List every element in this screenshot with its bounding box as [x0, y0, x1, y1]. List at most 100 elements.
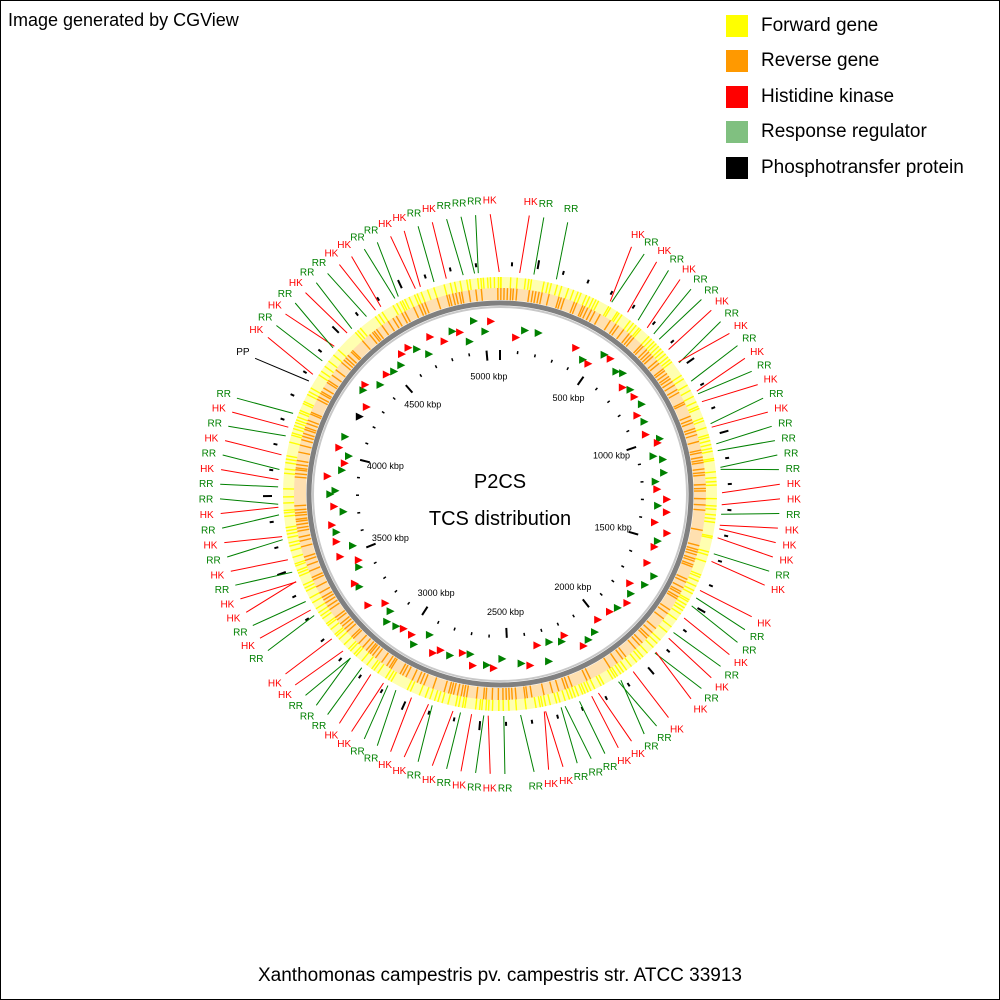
reverse-gene: [657, 606, 669, 615]
reverse-gene: [432, 677, 438, 689]
feature-label: HK: [337, 739, 351, 750]
reverse-gene: [446, 294, 451, 307]
reverse-gene: [295, 519, 308, 523]
tcs-marker: [481, 327, 490, 336]
tcs-marker: [626, 385, 635, 394]
feature-label: RR: [742, 334, 756, 345]
reverse-gene: [632, 344, 643, 354]
tcs-marker: [386, 607, 395, 616]
outer-tick: [580, 706, 585, 711]
tcs-marker: [498, 654, 507, 663]
reverse-gene: [369, 644, 379, 655]
reverse-gene: [637, 349, 648, 359]
reverse-gene: [603, 657, 611, 669]
reverse-gene: [514, 687, 517, 700]
outer-tick: [631, 304, 636, 309]
tcs-marker: [649, 452, 658, 461]
feature-callout-line: [475, 715, 485, 773]
tcs-marker: [623, 599, 632, 607]
feature-label: HK: [200, 510, 214, 521]
feature-label: HK: [220, 600, 234, 611]
feature-callout-line: [460, 714, 473, 772]
tcs-marker: [408, 630, 416, 639]
reverse-gene: [588, 310, 596, 323]
tcs-marker: [364, 601, 373, 610]
reverse-gene: [681, 560, 694, 566]
tcs-marker: [338, 466, 347, 475]
reverse-gene: [294, 511, 307, 514]
feature-label: RR: [300, 268, 314, 279]
tcs-marker: [392, 622, 401, 631]
feature-callout-line: [245, 581, 297, 613]
reverse-gene: [295, 513, 308, 517]
feature-label: HK: [422, 204, 436, 215]
reverse-gene: [303, 552, 316, 558]
minor-tick: [566, 366, 570, 371]
outer-tick: [651, 320, 656, 326]
feature-callout-line: [696, 357, 746, 392]
reverse-gene: [304, 556, 317, 562]
tcs-marker: [653, 537, 662, 546]
tcs-marker: [534, 329, 543, 337]
tcs-marker: [487, 317, 496, 326]
reverse-gene: [611, 325, 620, 336]
feature-callout-line: [327, 667, 363, 715]
outer-tick: [269, 520, 274, 524]
feature-label: HK: [694, 705, 708, 716]
reverse-gene: [555, 296, 560, 309]
legend-swatch-phosphotransfer-protein: [726, 156, 748, 179]
reverse-gene: [527, 290, 531, 303]
reverse-gene: [294, 472, 308, 476]
feature-callout-line: [717, 537, 773, 558]
feature-callout-line: [390, 236, 416, 289]
reverse-gene: [638, 629, 648, 639]
feature-label: RR: [778, 418, 792, 429]
feature-label: RR: [216, 389, 230, 400]
feature-callout-line: [489, 214, 500, 273]
tcs-marker: [653, 438, 662, 447]
reverse-gene: [404, 311, 411, 323]
tcs-marker: [633, 411, 642, 420]
tcs-marker: [429, 649, 438, 657]
outer-tick: [666, 648, 671, 653]
feature-label: RR: [564, 204, 578, 215]
minor-tick: [434, 364, 438, 369]
feature-callout-line: [376, 689, 397, 746]
reverse-gene: [686, 545, 699, 551]
feature-label: HK: [483, 196, 497, 207]
tcs-marker: [341, 432, 350, 441]
forward-gene-track: [282, 276, 717, 712]
feature-callout-line: [710, 397, 764, 425]
tcs-marker: [355, 582, 364, 591]
reverse-gene: [536, 291, 540, 304]
feature-callout-line: [678, 332, 730, 363]
feature-callout-line: [227, 539, 283, 558]
reverse-gene: [525, 686, 529, 699]
reverse-gene: [560, 298, 566, 310]
reverse-gene: [369, 334, 378, 345]
reverse-gene-track: [294, 287, 707, 701]
feature-callout-line: [232, 411, 289, 428]
reverse-gene: [424, 302, 430, 314]
reverse-gene: [554, 679, 560, 692]
reverse-gene: [367, 642, 377, 654]
minor-tick: [453, 627, 456, 631]
outer-tick: [530, 719, 534, 724]
major-tick: [365, 542, 376, 549]
minor-tick: [599, 592, 603, 596]
reverse-gene: [416, 671, 423, 683]
outer-tick: [717, 559, 723, 563]
reverse-gene: [690, 527, 703, 532]
reverse-gene: [336, 612, 347, 621]
reverse-gene: [666, 592, 678, 600]
tcs-marker: [339, 507, 348, 516]
outer-tick: [302, 370, 308, 375]
reverse-gene: [685, 548, 698, 553]
feature-callout-line: [475, 215, 479, 274]
reverse-gene: [381, 324, 390, 336]
reverse-gene: [308, 566, 321, 573]
feature-callout-line: [533, 217, 545, 275]
feature-label: HK: [200, 464, 214, 475]
feature-callout-line: [224, 536, 283, 544]
feature-callout-line: [267, 615, 315, 651]
